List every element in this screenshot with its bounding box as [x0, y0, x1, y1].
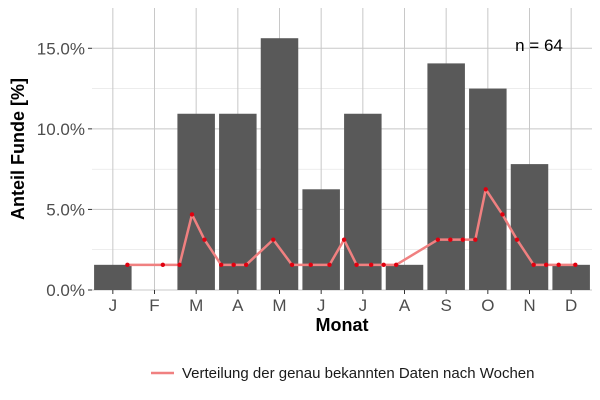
legend-label: Verteilung der genau bekannten Daten nac… — [182, 365, 535, 382]
bar-6 — [302, 189, 340, 290]
bar-3 — [177, 113, 215, 290]
x-tick-label: A — [232, 296, 244, 315]
x-tick-label: M — [189, 296, 203, 315]
bar-1 — [94, 264, 132, 290]
y-tick-labels: 0.0% 5.0% 10.0% 15.0% — [37, 39, 92, 300]
series-point — [308, 262, 313, 268]
x-tick-label: A — [399, 296, 411, 315]
line-points — [125, 187, 578, 268]
series-point — [243, 262, 249, 268]
series-point — [393, 262, 399, 268]
series-point — [202, 237, 207, 242]
bar-9 — [427, 63, 465, 291]
x-tick-label: S — [440, 296, 451, 315]
series-point — [531, 262, 536, 268]
x-tick-label: J — [359, 296, 368, 315]
sample-size-annotation: n = 64 — [515, 36, 563, 55]
series-point — [460, 237, 466, 242]
series-point — [177, 262, 182, 268]
series-point — [483, 187, 488, 192]
bar-12 — [552, 264, 590, 290]
series-point — [160, 262, 166, 268]
series-point — [341, 237, 347, 242]
bar-8 — [385, 264, 424, 290]
series-point — [218, 262, 224, 268]
series-point — [271, 237, 276, 242]
series-point — [435, 237, 441, 242]
series-point — [327, 262, 332, 268]
bars — [94, 38, 590, 291]
x-tick-label: M — [272, 296, 286, 315]
series-line — [127, 188, 576, 267]
series-point — [125, 262, 130, 268]
bar-11 — [510, 164, 549, 290]
y-axis-title: Anteil Funde [%] — [8, 78, 28, 220]
bar-7 — [344, 113, 382, 290]
series-point — [473, 237, 478, 242]
x-tick-label: N — [523, 296, 535, 315]
y-tick-label: 15.0% — [37, 39, 85, 58]
x-tick-label: O — [481, 296, 494, 315]
series-point — [189, 212, 195, 217]
series-point — [381, 262, 386, 268]
series-point — [573, 262, 578, 268]
x-axis-title: Monat — [316, 315, 369, 335]
series-point — [556, 262, 561, 268]
series-point — [448, 237, 453, 242]
legend: Verteilung der genau bekannten Daten nac… — [151, 365, 535, 382]
series-point — [514, 237, 520, 242]
series-point — [289, 262, 295, 268]
y-tick-label: 5.0% — [46, 200, 85, 219]
x-tick-label: D — [565, 296, 577, 315]
y-tick-label: 0.0% — [46, 281, 85, 300]
bar-4 — [219, 113, 257, 290]
series-point — [368, 262, 374, 268]
series-point — [500, 212, 505, 217]
series-point — [231, 262, 236, 268]
x-tick-label: J — [109, 296, 118, 315]
bar-5 — [260, 38, 299, 290]
x-tick-label: F — [149, 296, 159, 315]
series-point — [543, 262, 549, 268]
series-point — [354, 262, 359, 268]
line-series — [127, 188, 576, 267]
x-tick-label: J — [317, 296, 326, 315]
y-tick-label: 10.0% — [37, 120, 85, 139]
